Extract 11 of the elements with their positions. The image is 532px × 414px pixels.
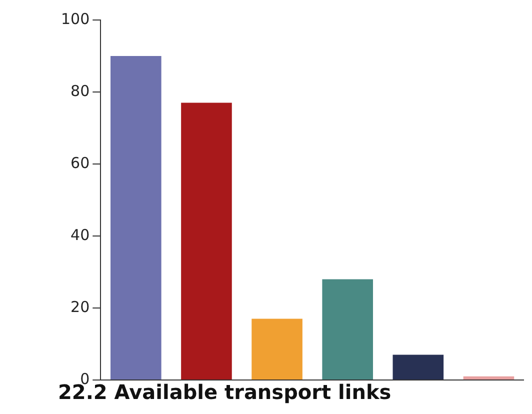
y-tick-label: 100	[60, 10, 90, 28]
bar	[392, 354, 444, 380]
y-tick-label: 40	[70, 226, 90, 244]
bar	[110, 56, 162, 380]
bar	[252, 318, 302, 380]
bar	[322, 279, 373, 380]
y-tick-label: 80	[70, 82, 90, 100]
bar	[463, 376, 514, 380]
bar	[181, 102, 232, 380]
y-tick-label: 20	[70, 298, 90, 316]
y-tick-label: 60	[70, 154, 90, 172]
